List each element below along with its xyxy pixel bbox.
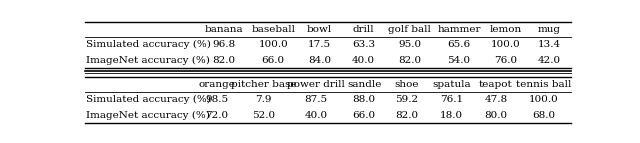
- Text: 95.0: 95.0: [398, 40, 422, 49]
- Text: 82.0: 82.0: [395, 111, 418, 120]
- Text: 96.8: 96.8: [212, 40, 236, 49]
- Text: 40.0: 40.0: [352, 56, 375, 65]
- Text: hammer: hammer: [437, 25, 481, 34]
- Text: 100.0: 100.0: [490, 40, 520, 49]
- Text: 88.0: 88.0: [353, 95, 376, 104]
- Text: 40.0: 40.0: [305, 111, 328, 120]
- Text: drill: drill: [353, 25, 374, 34]
- Text: Simulated accuracy (%): Simulated accuracy (%): [86, 95, 211, 104]
- Text: 18.0: 18.0: [440, 111, 463, 120]
- Text: 52.0: 52.0: [252, 111, 275, 120]
- Text: tennis ball: tennis ball: [516, 80, 572, 89]
- Text: power drill: power drill: [287, 80, 345, 89]
- Text: golf ball: golf ball: [388, 25, 431, 34]
- Text: 47.8: 47.8: [484, 95, 508, 104]
- Text: 66.0: 66.0: [262, 56, 285, 65]
- Text: 65.6: 65.6: [447, 40, 470, 49]
- Text: 59.2: 59.2: [395, 95, 418, 104]
- Text: 98.5: 98.5: [205, 95, 228, 104]
- Text: sandle: sandle: [347, 80, 381, 89]
- Text: 84.0: 84.0: [308, 56, 332, 65]
- Text: 76.0: 76.0: [494, 56, 517, 65]
- Text: shoe: shoe: [394, 80, 419, 89]
- Text: lemon: lemon: [490, 25, 522, 34]
- Text: 13.4: 13.4: [538, 40, 561, 49]
- Text: 100.0: 100.0: [529, 95, 559, 104]
- Text: spatula: spatula: [432, 80, 470, 89]
- Text: orange: orange: [198, 80, 235, 89]
- Text: mug: mug: [538, 25, 561, 34]
- Text: ImageNet accuracy (%): ImageNet accuracy (%): [86, 111, 211, 120]
- Text: 87.5: 87.5: [305, 95, 328, 104]
- Text: bowl: bowl: [307, 25, 332, 34]
- Text: 66.0: 66.0: [353, 111, 376, 120]
- Text: 82.0: 82.0: [212, 56, 236, 65]
- Text: 76.1: 76.1: [440, 95, 463, 104]
- Text: banana: banana: [205, 25, 244, 34]
- Text: 72.0: 72.0: [205, 111, 228, 120]
- Text: 63.3: 63.3: [352, 40, 375, 49]
- Text: 68.0: 68.0: [532, 111, 556, 120]
- Text: ImageNet accuracy (%): ImageNet accuracy (%): [86, 55, 211, 65]
- Text: 82.0: 82.0: [398, 56, 422, 65]
- Text: 100.0: 100.0: [259, 40, 288, 49]
- Text: 7.9: 7.9: [255, 95, 272, 104]
- Text: 42.0: 42.0: [538, 56, 561, 65]
- Text: 17.5: 17.5: [308, 40, 332, 49]
- Text: Simulated accuracy (%): Simulated accuracy (%): [86, 40, 211, 49]
- Text: 80.0: 80.0: [484, 111, 508, 120]
- Text: pitcher base: pitcher base: [230, 80, 296, 89]
- Text: baseball: baseball: [252, 25, 295, 34]
- Text: teapot: teapot: [479, 80, 513, 89]
- Text: 54.0: 54.0: [447, 56, 470, 65]
